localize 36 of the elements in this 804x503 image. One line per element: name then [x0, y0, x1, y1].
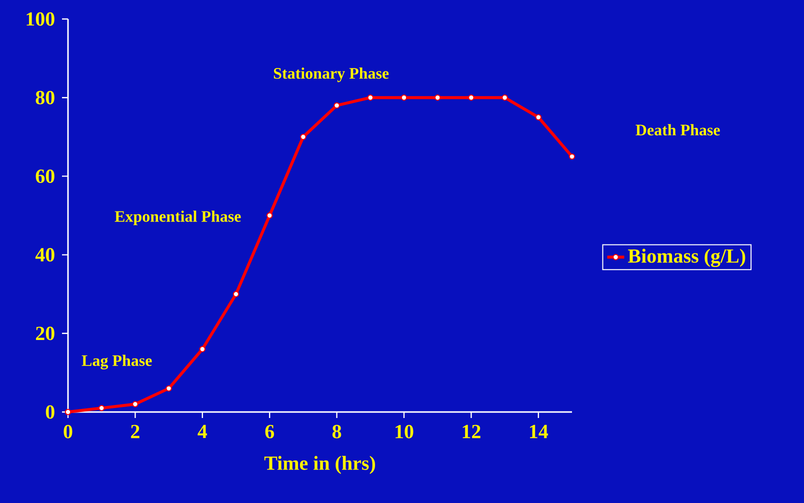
x-axis-title: Time in (hrs) [264, 456, 376, 474]
point [568, 153, 576, 160]
y-tick-label: 0 [46, 405, 54, 419]
point [468, 94, 474, 101]
point [300, 134, 306, 140]
y-tick-label: 60 [36, 169, 54, 183]
point [132, 401, 138, 408]
point [98, 404, 105, 412]
point [502, 94, 508, 101]
point [535, 114, 542, 120]
point [334, 102, 340, 109]
x-tick-label: 10 [396, 424, 414, 438]
point [232, 291, 240, 298]
x-tick-label: 12 [462, 424, 480, 438]
x-tick-label: 2 [131, 424, 140, 438]
point [64, 408, 72, 416]
annotation: Stationary Phase [274, 68, 389, 82]
y-tick-label: 40 [35, 248, 54, 262]
point [434, 94, 441, 101]
y-tick-label: 100 [26, 12, 54, 26]
point [400, 94, 408, 101]
x-tick-label: 14 [530, 424, 548, 438]
annotation: Lag Phase [82, 354, 152, 370]
x-tick-label: 4 [198, 424, 208, 438]
point [367, 94, 374, 101]
x-tick-label: 6 [265, 424, 274, 438]
text: Death Phase [636, 124, 720, 136]
annotation: Exponential Phase [114, 210, 241, 226]
x-tick-label: 0 [64, 424, 72, 438]
y-tick-label: 20 [36, 326, 54, 340]
point [266, 212, 273, 219]
point [166, 385, 172, 392]
point [199, 346, 206, 352]
y-tick-label: 80 [36, 90, 54, 104]
x-tick-label: 8 [332, 424, 342, 438]
legend-label: Biomass (g/L) [628, 248, 746, 268]
